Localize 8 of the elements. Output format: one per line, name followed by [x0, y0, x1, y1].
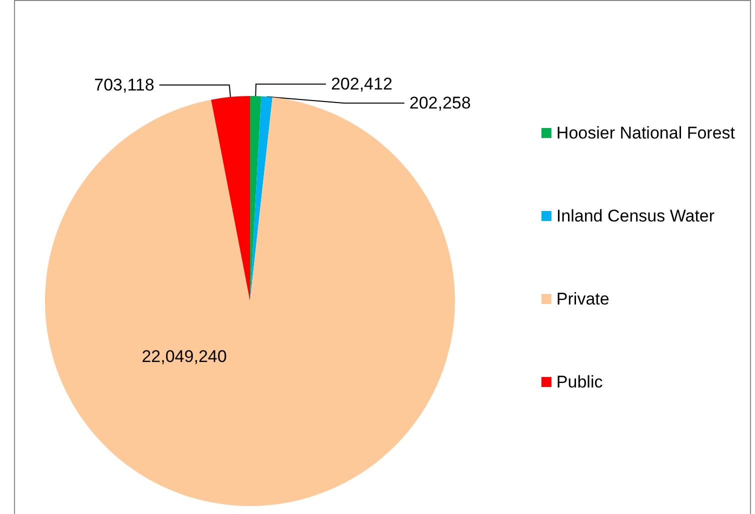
data-label: 202,258: [409, 94, 471, 113]
legend-label: Private: [556, 290, 610, 308]
legend-label: Public: [556, 372, 604, 392]
data-label: 22,049,240: [142, 346, 227, 366]
legend-label: Inland Census Water: [556, 206, 715, 226]
data-label: 703,118: [94, 75, 154, 94]
data-label: 202,412: [330, 74, 392, 94]
legend-label: Hoosier National Forest: [556, 124, 736, 142]
